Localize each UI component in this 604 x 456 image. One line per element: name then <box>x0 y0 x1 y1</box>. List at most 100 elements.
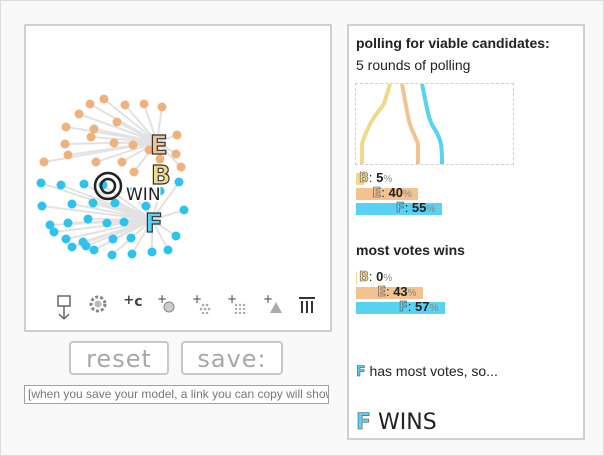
voter-dot-f[interactable] <box>67 199 77 209</box>
reset-button[interactable]: reset <box>69 341 169 375</box>
winner-text: WINS <box>378 410 437 435</box>
voter-dot-f[interactable] <box>49 227 59 237</box>
voter-dot-e[interactable] <box>112 117 122 127</box>
voter-dot-f[interactable] <box>63 218 73 228</box>
voter-dot-f[interactable] <box>179 205 189 215</box>
voter-dot-e[interactable] <box>74 109 84 119</box>
voter-dot-e[interactable] <box>128 140 138 150</box>
voter-dot-f[interactable] <box>163 245 173 255</box>
voter-dot-f[interactable] <box>56 180 66 190</box>
candidate-b[interactable]: B <box>150 160 171 191</box>
voter-dot-f[interactable] <box>174 177 184 187</box>
most-votes-title: most votes wins <box>356 242 465 258</box>
voter-dot-f[interactable] <box>141 201 151 211</box>
voter-dot-f[interactable] <box>89 245 99 255</box>
bar-label-e: E: 43% <box>377 284 417 300</box>
bar-row-f: F: 55% <box>356 200 512 216</box>
voter-dot-f[interactable] <box>126 233 136 243</box>
add-candidate-icon[interactable]: +c <box>123 293 143 310</box>
add-voter-crowd-icon[interactable]: + <box>226 294 248 324</box>
svg-text:+: + <box>157 294 167 306</box>
vote-link <box>114 202 153 221</box>
voter-dot-e[interactable] <box>155 154 165 164</box>
bar-label-e: E: 40% <box>372 185 412 201</box>
voter-dot-e[interactable] <box>120 100 130 110</box>
voter-dot-f[interactable] <box>110 198 120 208</box>
voter-dot-f[interactable] <box>37 201 47 211</box>
candidate-e[interactable]: E <box>149 130 168 161</box>
vote-link <box>60 184 153 221</box>
vote-link <box>93 219 153 251</box>
voter-dot-e[interactable] <box>63 150 73 160</box>
voter-map[interactable]: EBF WIN <box>26 26 330 330</box>
voter-dot-f[interactable] <box>102 218 112 228</box>
vote-link <box>93 128 158 143</box>
most-votes-candidate: F <box>356 364 366 381</box>
voter-dot-f[interactable] <box>78 237 88 247</box>
voter-dot-e[interactable] <box>39 157 49 167</box>
bar-f <box>356 302 445 314</box>
vote-link <box>133 141 158 173</box>
vote-link <box>41 205 153 221</box>
results-panel: polling for viable candidates: 5 rounds … <box>347 24 585 440</box>
bar-row-e: E: 43% <box>356 284 512 300</box>
bar-row-e: E: 40% <box>356 185 512 201</box>
voter-dot-e[interactable] <box>60 139 70 149</box>
voter-dot-e[interactable] <box>89 124 99 134</box>
voter-dot-e[interactable] <box>129 167 139 177</box>
voter-dot-e[interactable] <box>172 130 182 140</box>
voter-dot-f[interactable] <box>83 214 93 224</box>
winner-candidate: F <box>356 410 372 436</box>
gear-icon[interactable] <box>87 294 109 324</box>
candidate-f[interactable]: F <box>144 208 163 239</box>
voter-dot-e[interactable] <box>86 132 96 142</box>
voter-dot-f[interactable] <box>147 247 157 257</box>
voter-dot-f[interactable] <box>36 178 46 188</box>
voter-dot-e[interactable] <box>99 94 109 104</box>
voter-dot-f[interactable] <box>45 220 55 230</box>
add-voter-icon[interactable]: + <box>156 294 178 324</box>
vote-link <box>151 190 161 221</box>
voter-dot-f[interactable] <box>127 249 137 259</box>
add-triangle-icon[interactable]: + <box>262 294 284 324</box>
vote-link <box>92 202 153 221</box>
voter-dot-e[interactable] <box>91 157 101 167</box>
voter-center-icon[interactable] <box>93 171 123 201</box>
vote-link <box>156 106 163 143</box>
voter-dot-e[interactable] <box>139 99 149 109</box>
voter-dot-f[interactable] <box>61 234 71 244</box>
pin-icon[interactable] <box>53 294 75 324</box>
voter-dot-f[interactable] <box>107 250 117 260</box>
voter-dot-e[interactable] <box>117 157 127 167</box>
voter-dot-f[interactable] <box>108 234 118 244</box>
voter-dot-f[interactable] <box>67 242 77 252</box>
save-link-field[interactable]: [when you save your model, a link you ca… <box>24 385 329 404</box>
bar-row-f: F: 57% <box>356 299 512 315</box>
vote-link <box>78 113 158 143</box>
voter-dot-e[interactable] <box>144 145 154 155</box>
voter-dot-f[interactable] <box>171 231 181 241</box>
voter-dot-e[interactable] <box>171 149 181 159</box>
voter-dot-e[interactable] <box>157 102 167 112</box>
polling-title: polling for viable candidates: <box>356 35 550 51</box>
voter-dot-f[interactable] <box>127 187 137 197</box>
vote-link <box>151 181 180 221</box>
most-votes-text: has most votes, so... <box>369 363 498 379</box>
add-voter-group-icon[interactable]: + <box>191 294 213 324</box>
polling-history-graph <box>355 83 514 165</box>
svg-text:+: + <box>263 294 273 306</box>
simulation-canvas[interactable]: E B F WIN +c + + <box>24 24 332 332</box>
save-button[interactable]: save: <box>181 341 283 375</box>
voter-dot-e[interactable] <box>109 138 119 148</box>
voter-dot-e[interactable] <box>61 122 71 132</box>
voter-dot-f[interactable] <box>79 179 89 189</box>
vote-link <box>156 141 182 168</box>
voter-dot-e[interactable] <box>85 99 95 109</box>
bar-b <box>356 173 364 185</box>
voter-dot-f[interactable] <box>155 186 165 196</box>
voter-dot-e[interactable] <box>176 162 186 172</box>
voter-dot-f[interactable] <box>88 198 98 208</box>
voter-dot-f[interactable] <box>119 217 129 227</box>
trash-icon[interactable] <box>296 294 318 324</box>
vote-link <box>121 141 158 163</box>
